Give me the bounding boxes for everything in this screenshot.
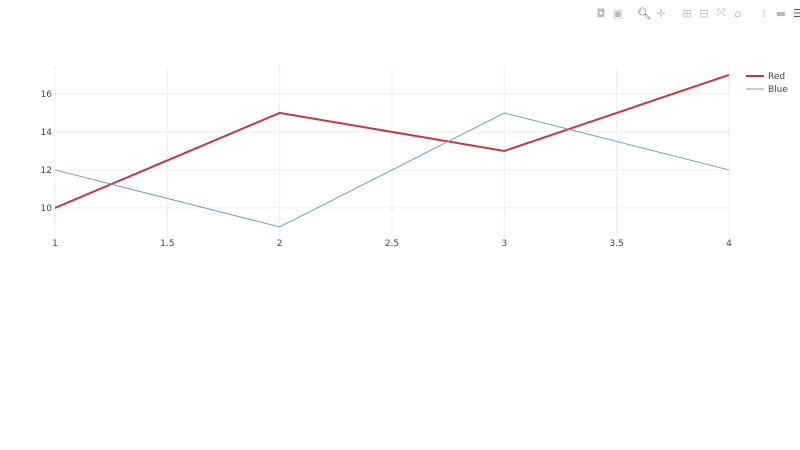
y-tick-label: 16 (41, 90, 53, 100)
x-tick-label: 3.5 (610, 239, 624, 249)
series-line-blue (54, 112, 730, 228)
autoscale-icon[interactable]: ⤧ (716, 6, 726, 19)
x-tick-label: 2.5 (385, 239, 399, 249)
pan-icon[interactable]: ✛ (656, 6, 666, 20)
spike-lines-icon[interactable]: ⁞ (762, 6, 766, 20)
series-line-red (54, 73, 730, 209)
zoom-out-icon[interactable]: ⊟ (699, 6, 709, 20)
save-icon[interactable]: ▣ (612, 6, 624, 20)
x-tick-label: 3 (501, 239, 507, 249)
y-tick-label: 14 (41, 128, 53, 138)
x-tick-label: 4 (726, 239, 732, 249)
x-tick-label: 1.5 (160, 239, 174, 249)
hover-compare-icon[interactable]: ☰ (793, 6, 800, 20)
y-tick-label: 12 (41, 166, 52, 176)
hover-closest-icon[interactable]: ▬ (775, 6, 787, 20)
legend-label: Red (768, 72, 785, 82)
modebar: ◘ ▣ 🔍︎ ✛ ⊞ ⊟ ⤧ ⌂ ⁞ ▬ ☰ (594, 6, 800, 20)
camera-icon[interactable]: ◘ (596, 6, 606, 20)
home-icon[interactable]: ⌂ (734, 6, 742, 20)
zoom-icon[interactable]: 🔍︎ (637, 6, 651, 20)
x-tick-label: 2 (277, 239, 283, 249)
y-tick-label: 10 (41, 204, 53, 214)
x-tick-label: 1 (52, 239, 58, 249)
legend-label: Blue (768, 85, 788, 95)
zoom-in-icon[interactable]: ⊞ (682, 6, 692, 20)
